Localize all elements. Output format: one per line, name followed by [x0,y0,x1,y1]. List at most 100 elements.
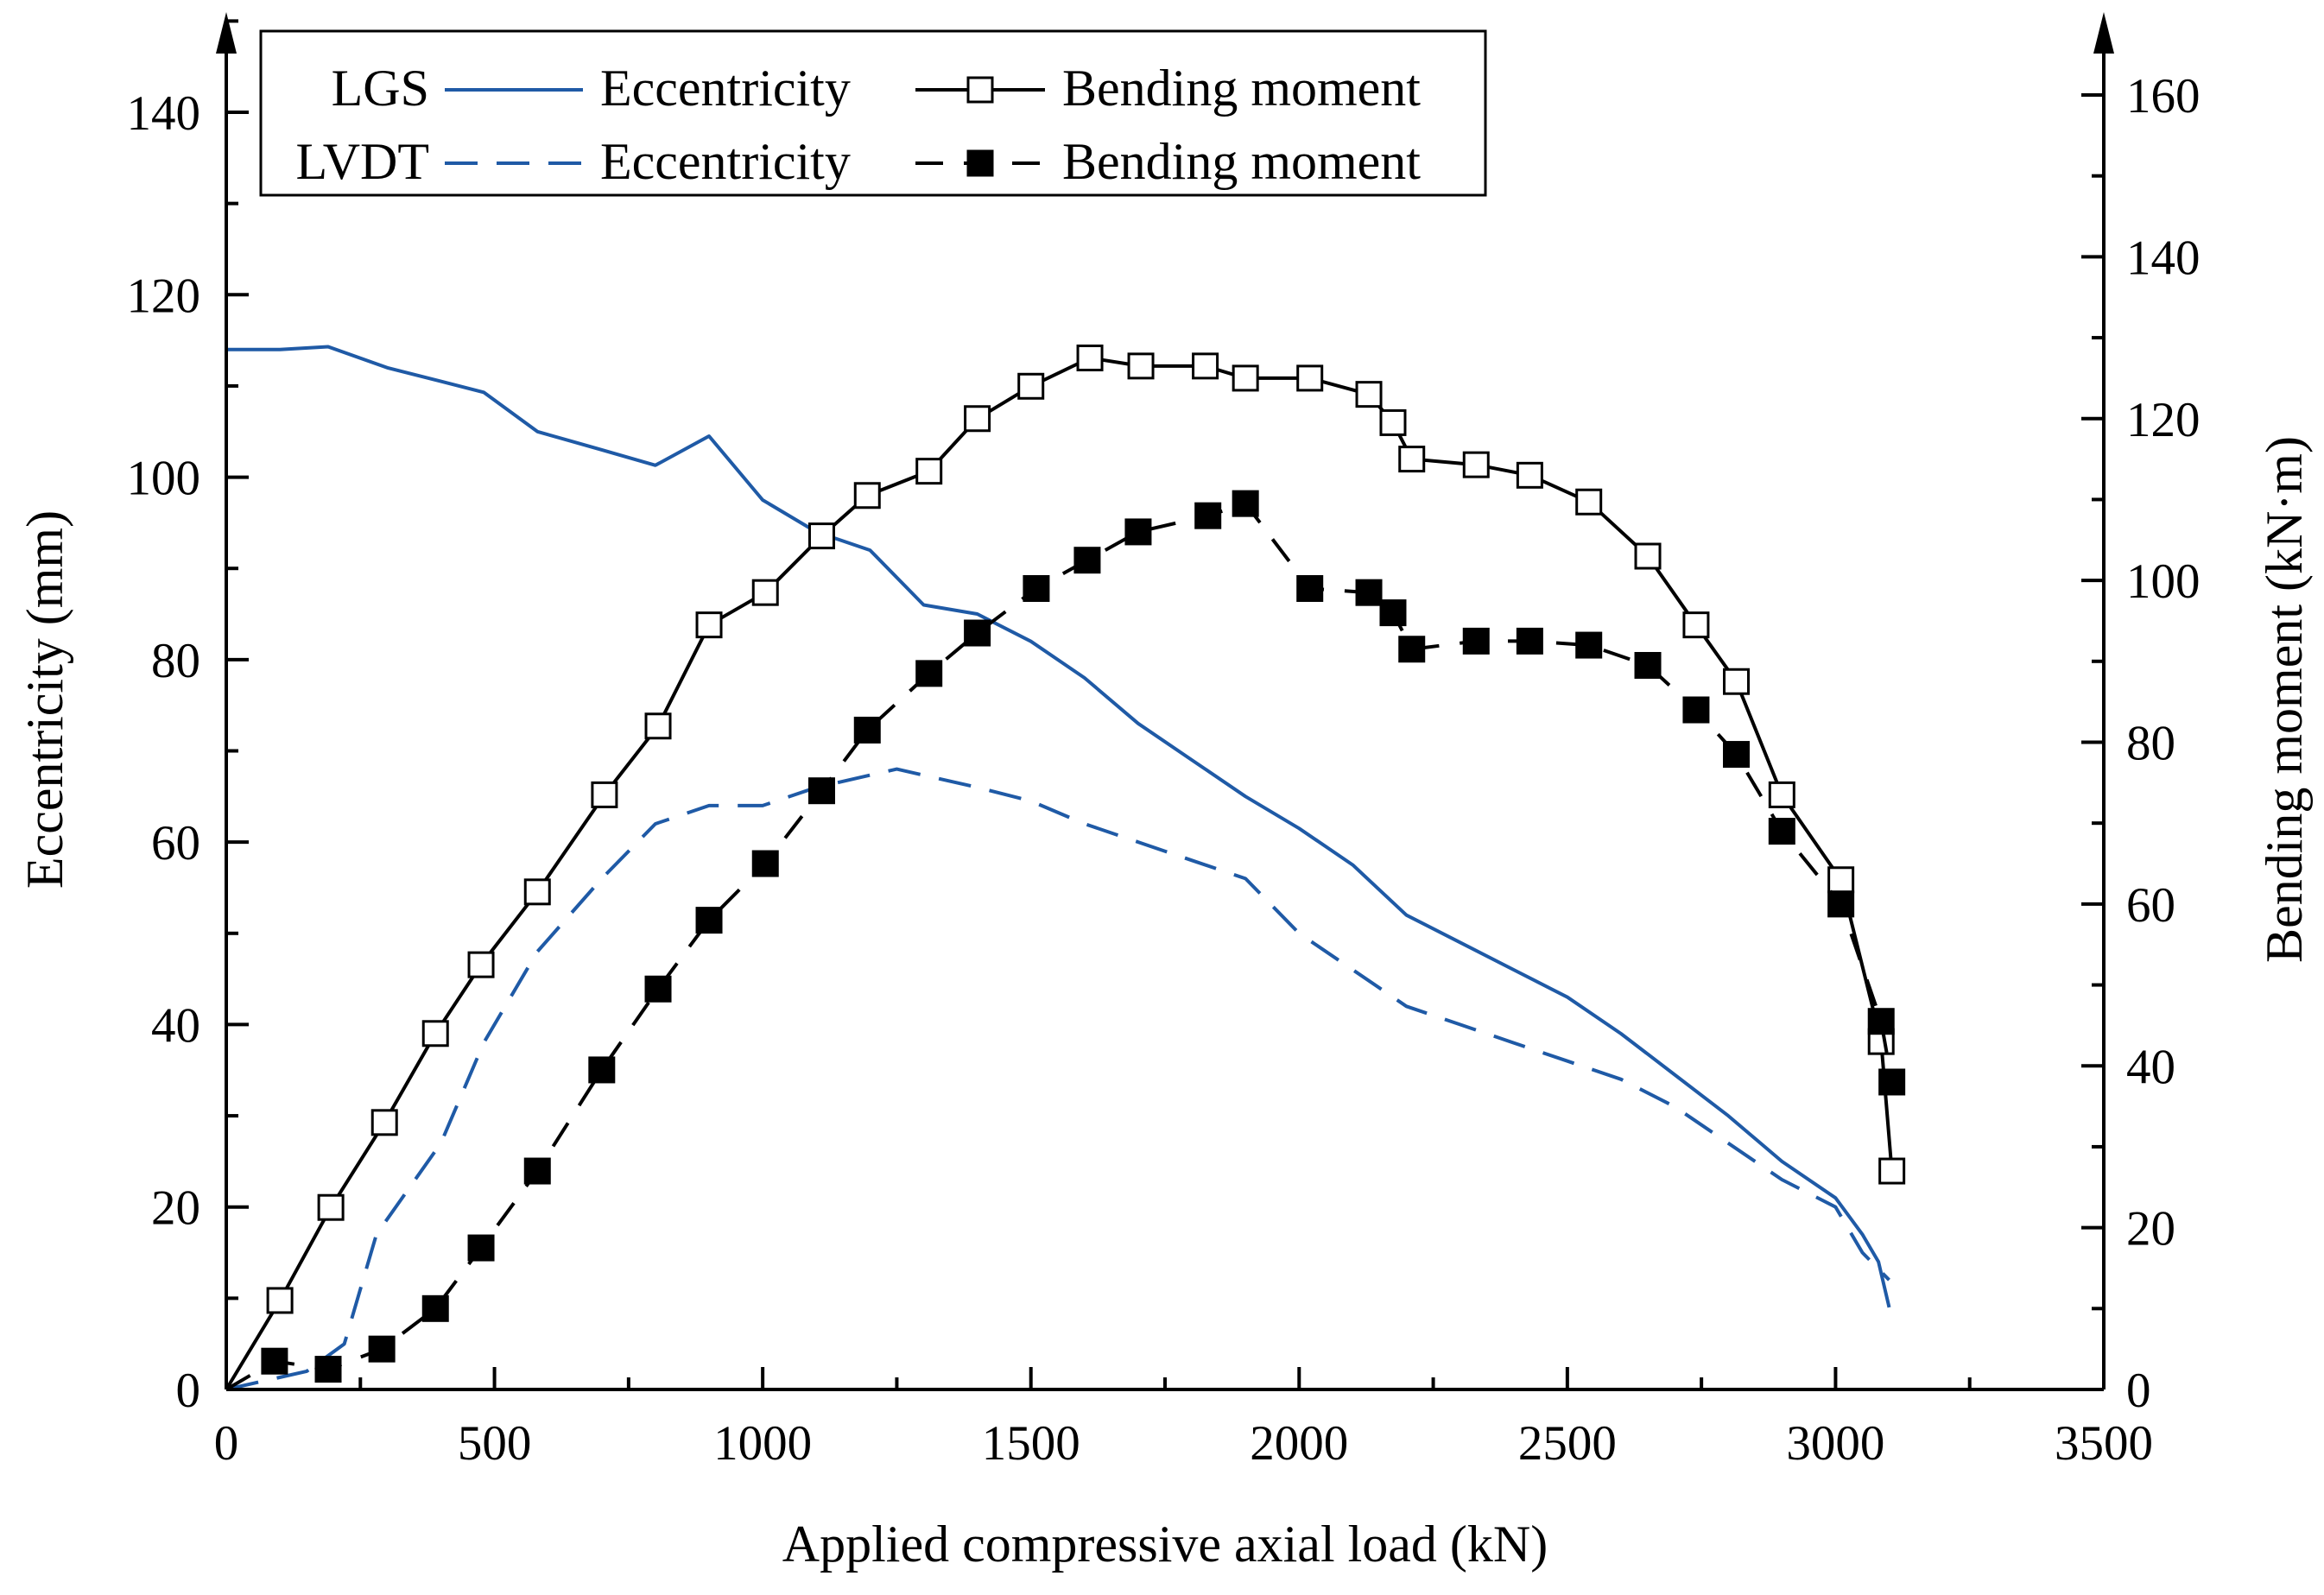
lgs-bending-moment-point [853,482,881,510]
lgs-bending-moment-point [1723,668,1751,695]
lvdt-bending-moment-point [1194,502,1222,529]
lgs-bending-moment-point [1827,866,1855,894]
lgs-bending-moment-point [1017,372,1045,400]
lvdt-bending-moment-point [853,716,881,744]
lvdt-bending-moment-point [1073,547,1101,574]
lgs-bending-moment-point [644,712,672,740]
y-right-tick-label: 60 [2126,878,2175,933]
lvdt-bending-moment-point [964,619,991,647]
y-left-tick-label: 40 [151,998,200,1053]
y-axis-left-title: Eccentricity (mm) [16,510,73,889]
x-tick-label: 0 [214,1416,239,1471]
y-left-tick-label: 0 [176,1364,201,1418]
x-tick-label: 3500 [2055,1416,2153,1471]
x-tick-label: 3000 [1786,1416,1884,1471]
lvdt-bending-moment-point [314,1356,342,1383]
y-right-ticks: 0 20 40 60 80 100 120 140 160 [2081,69,2201,1418]
legend-lvdt-moment-marker [966,149,994,177]
lvdt-bending-moment-point [915,660,943,687]
lgs-bending-moment-line [225,356,1894,1391]
lvdt-bending-moment-point [1867,1008,1895,1035]
legend-group-lgs: LGS [332,60,429,117]
legend-lvdt-eccentricity-label: Eccentricity [600,133,851,190]
lvdt-bending-moment-point [467,1234,495,1262]
legend-lgs-moment-marker [966,76,994,104]
lgs-bending-moment-point [695,611,723,639]
lgs-bending-moment-point [1462,451,1490,478]
y-left-tick-label: 100 [127,452,201,506]
lvdt-bending-moment-point [1124,518,1152,546]
lvdt-bending-moment-point [807,777,835,805]
lgs-bending-moment-point [915,458,943,485]
legend-lgs-eccentricity-label: Eccentricity [600,60,851,117]
lvdt-bending-moment-point [1682,696,1710,724]
x-tick-label: 1500 [982,1416,1080,1471]
lgs-bending-moment-point [1682,611,1710,639]
lvdt-bending-moment-point [1355,579,1383,606]
lgs-bending-moment-point [1127,352,1155,380]
y-right-tick-label: 0 [2126,1364,2151,1418]
lvdt-bending-moment-point [1634,651,1662,679]
lvdt-eccentricity-line [225,767,1890,1391]
y-axis-left-arrow [216,12,237,54]
lgs-bending-moment-point [370,1109,398,1136]
lvdt-bending-moment-point [261,1347,288,1375]
lvdt-bending-moment-point [1296,574,1324,602]
lgs-bending-moment-point [1296,364,1324,392]
x-tick-label: 2000 [1250,1416,1348,1471]
lvdt-bending-moment-point [523,1157,551,1185]
y-left-tick-label: 140 [127,86,201,141]
lgs-bending-moment-point [421,1020,449,1048]
lgs-bending-moment-point [1768,781,1795,808]
y-left-tick-label: 120 [127,269,201,323]
x-ticks: 0 500 1000 1500 2000 2500 3000 3500 [214,1367,2153,1471]
y-right-tick-label: 120 [2126,393,2201,447]
lvdt-bending-moment-point [695,907,723,934]
lvdt-bending-moment-point [751,850,779,877]
lvdt-bending-moment-point [1023,574,1050,602]
legend-lgs-moment-label: Bending moment [1062,60,1421,117]
lvdt-bending-moment-point [1232,490,1259,517]
y-left-tick-label: 60 [151,816,200,870]
lvdt-bending-moment-point [1768,818,1795,845]
lvdt-bending-moment-point [644,975,672,1003]
y-axis-right-arrow [2093,12,2114,54]
lvdt-bending-moment-line [225,502,1894,1391]
y-right-tick-label: 140 [2126,231,2201,285]
lgs-bending-moment-point [964,405,991,433]
lgs-bending-moment-point [1575,488,1603,516]
lgs-bending-moment-point [467,951,495,978]
lvdt-bending-moment-point [588,1056,616,1084]
x-tick-label: 500 [458,1416,532,1471]
lvdt-bending-moment-point [1575,631,1603,659]
lgs-bending-moment-point [751,579,779,606]
lgs-bending-moment-point [807,522,835,550]
lvdt-bending-moment-point [1723,741,1751,769]
legend-box [259,29,1487,197]
y-right-tick-label: 20 [2126,1202,2175,1256]
lgs-bending-moment-point [591,781,618,808]
lvdt-bending-moment-point [1827,890,1855,918]
y-left-tick-label: 20 [151,1181,200,1236]
y-right-tick-label: 100 [2126,554,2201,609]
lgs-bending-moment-point [1398,446,1426,473]
lgs-bending-moment-point [317,1193,345,1221]
legend-group-lvdt: LVDT [296,133,429,190]
y-axis-right-title: Bending moment (kN·m) [2256,436,2313,963]
lgs-bending-moment-point [1192,352,1219,380]
y-right-tick-label: 40 [2126,1040,2175,1094]
legend: LGS Eccentricity Bending moment LVDT Ecc… [259,29,1487,197]
lvdt-bending-moment-point [1379,599,1407,627]
lgs-bending-moment-point [1516,461,1543,489]
y-left-ticks: 0 20 40 60 80 100 120 140 [127,19,249,1418]
lvdt-bending-moment-point [421,1294,449,1322]
axes: 0 500 1000 1500 2000 2500 3000 3500 02040608010… [127,12,2201,1471]
lgs-bending-moment-point [523,878,551,906]
x-tick-label: 1000 [713,1416,812,1471]
lgs-bending-moment-point [1076,344,1104,371]
y-right-tick-label: 80 [2126,717,2175,771]
lvdt-bending-moment-point [368,1335,396,1363]
lvdt-bending-moment-point [1516,627,1543,655]
lgs-bending-moment-point [1878,1157,1906,1185]
